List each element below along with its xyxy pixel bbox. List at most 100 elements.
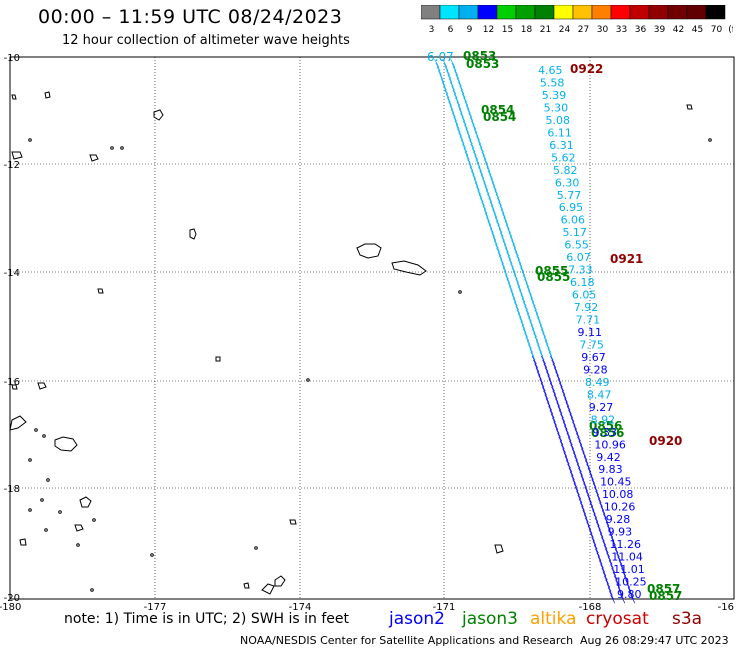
track-sample: —: [498, 264, 512, 278]
track-sample: —: [462, 157, 476, 171]
swh-value: 5.62: [551, 151, 576, 164]
track-sample: —: [454, 83, 468, 97]
swh-value: 6.07: [566, 251, 591, 264]
track-sample: —: [600, 546, 614, 560]
track-sample: —: [503, 253, 517, 267]
track-sample: —: [568, 423, 582, 437]
track-sample: —: [583, 523, 597, 537]
islet: [58, 510, 62, 514]
colorbar-label: 12: [483, 25, 494, 35]
track-sample: —: [517, 322, 531, 336]
track-sample: —: [446, 106, 460, 120]
track-sample: —: [620, 577, 634, 591]
satellite-legend-jason3: jason3: [462, 609, 518, 629]
track-sample: —: [496, 261, 510, 275]
track-sample: —: [512, 307, 526, 321]
track-sample: —: [490, 214, 504, 228]
track-sample: —: [577, 507, 591, 521]
track-sample: —: [499, 268, 513, 282]
track-sample: —: [614, 588, 628, 602]
track-sample: —: [443, 99, 457, 113]
track-sample: —: [596, 565, 610, 579]
swh-value: 5.77: [557, 189, 582, 202]
track-sample: —: [553, 434, 567, 448]
track-sample: —: [605, 561, 619, 575]
swh-value: 8.92: [591, 413, 616, 426]
track-sample: —: [532, 315, 546, 329]
track-sample: —: [581, 519, 595, 533]
track-sample: —: [488, 234, 502, 248]
track-sample: —: [471, 183, 485, 197]
swh-value: 6.05: [572, 289, 597, 302]
track-sample: —: [533, 318, 547, 332]
track-sample: —: [623, 585, 637, 599]
track-sample: —: [456, 137, 470, 151]
track-sample: —: [481, 214, 495, 228]
track-sample: —: [509, 299, 523, 313]
track-sample: —: [572, 461, 586, 475]
track-sample: —: [466, 168, 480, 182]
track-sample: —: [489, 210, 503, 224]
pass-time-label: 0856: [591, 426, 624, 440]
track-sample: —: [546, 357, 560, 371]
swh-value: 11.01: [613, 563, 645, 576]
islet: [76, 543, 80, 547]
track-sample: —: [625, 592, 639, 606]
islet: [34, 428, 38, 432]
track-sample: —: [476, 199, 490, 213]
track-sample: —: [554, 407, 568, 421]
track-sample: —: [462, 106, 476, 120]
track-sample: —: [513, 257, 527, 271]
track-sample: —: [528, 330, 542, 344]
track-sample: —: [474, 141, 488, 155]
islet: [254, 546, 258, 550]
track-sample: —: [460, 99, 474, 113]
island-outline: [79, 496, 92, 508]
track-sample: —: [556, 442, 570, 456]
track-sample: —: [482, 191, 496, 205]
track-sample: —: [466, 118, 480, 132]
satellite-legend-jason2: jason2: [389, 609, 445, 629]
lat-label: -10: [4, 53, 20, 64]
track-sample: —: [599, 542, 613, 556]
swh-value: 6.55: [564, 239, 589, 252]
track-sample: —: [590, 515, 604, 529]
track-sample: —: [497, 210, 511, 224]
track-sample: —: [555, 438, 569, 452]
track-sample: —: [570, 484, 584, 498]
track-sample: —: [605, 592, 619, 606]
island-outline: [19, 538, 27, 546]
track-sample: —: [498, 214, 512, 228]
track-sample: —: [433, 68, 447, 82]
track-sample: —: [453, 130, 467, 144]
track-sample: —: [518, 272, 532, 286]
track-sample: —: [490, 241, 504, 255]
island-outline: [37, 382, 47, 390]
track-sample: —: [545, 380, 559, 394]
track-sample: —: [589, 542, 603, 556]
islet: [44, 528, 48, 532]
colorbar-label: 42: [673, 25, 684, 35]
track-sample: —: [562, 403, 576, 417]
track-sample: —: [537, 330, 551, 344]
track-sample: —: [564, 438, 578, 452]
colorbar-label: 15: [502, 25, 513, 35]
track-sample: —: [438, 83, 452, 97]
generated-timestamp: Aug 26 08:29:47 UTC 2023: [580, 634, 729, 647]
swh-value: 9.93: [608, 526, 633, 539]
track-sample: —: [527, 299, 541, 313]
track-sample: —: [565, 469, 579, 483]
swh-value: 5.08: [546, 114, 571, 127]
track-sample: —: [558, 392, 572, 406]
track-sample: —: [488, 183, 502, 197]
map-grid: [10, 57, 734, 599]
colorbar-label: 30: [597, 25, 609, 35]
track-sample: —: [515, 264, 529, 278]
track-sample: —: [448, 87, 462, 101]
island-outline: [189, 228, 197, 240]
track-sample: —: [521, 307, 535, 321]
track-sample: —: [606, 565, 620, 579]
track-sample: —: [596, 534, 610, 548]
track-sample: —: [514, 261, 528, 275]
track-sample: —: [467, 145, 481, 159]
